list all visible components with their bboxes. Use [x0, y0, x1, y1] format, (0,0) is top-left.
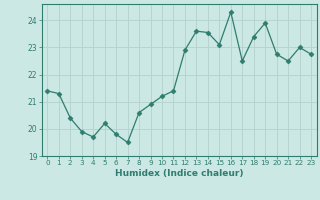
X-axis label: Humidex (Indice chaleur): Humidex (Indice chaleur) [115, 169, 244, 178]
